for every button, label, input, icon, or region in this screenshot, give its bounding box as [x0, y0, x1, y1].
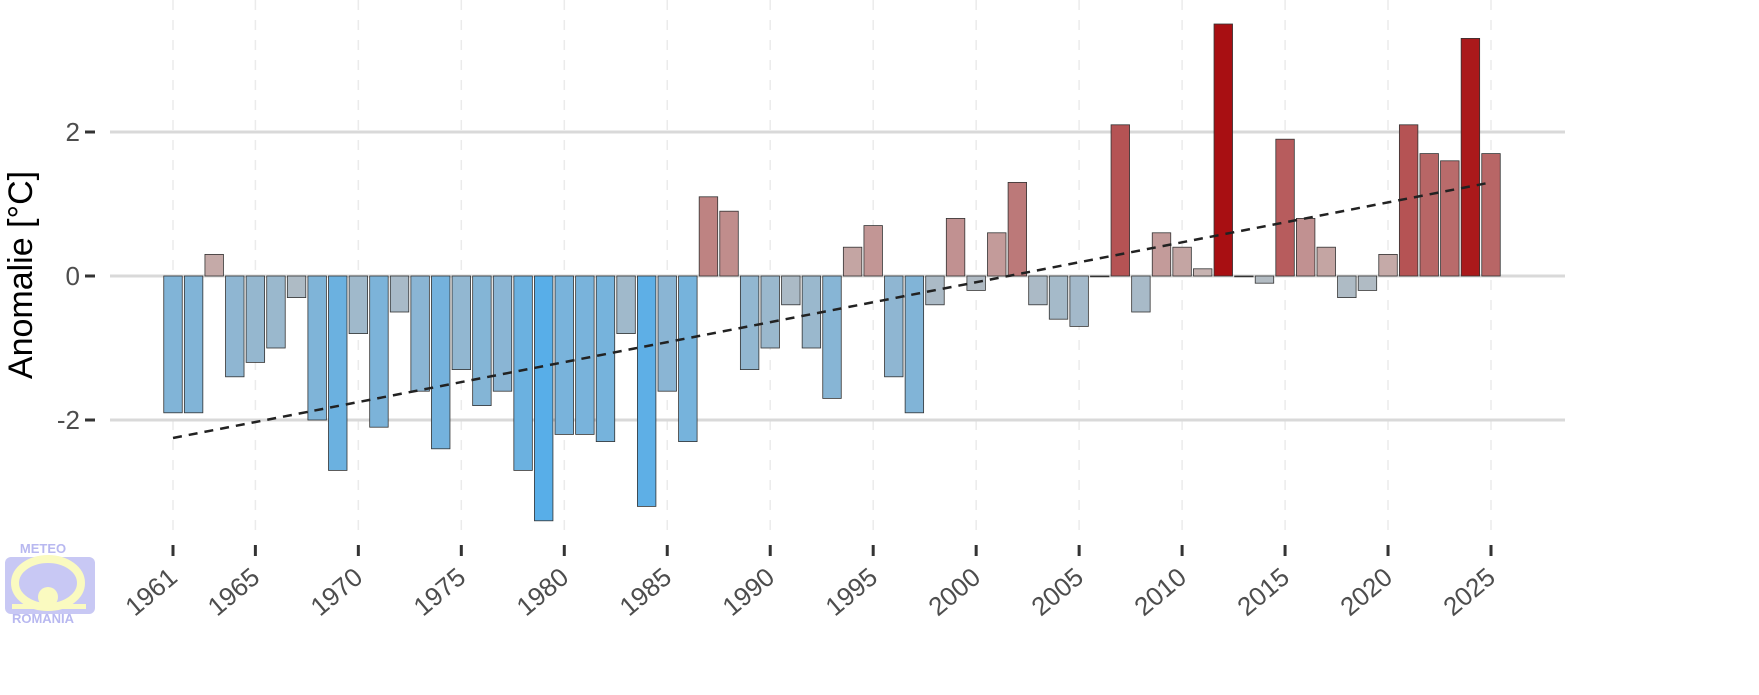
bar-1990 [760, 275, 780, 349]
x-tick-label: 2025 [1437, 562, 1501, 622]
bar-1972 [389, 275, 410, 313]
bar-1971 [369, 275, 389, 428]
bar-2004 [1048, 275, 1069, 320]
bar-2008 [1131, 275, 1151, 313]
x-tick-label: 2000 [922, 562, 986, 622]
y-axis-label: Anomalie [°C] [2, 171, 40, 379]
bar-2010 [1172, 246, 1192, 277]
x-tick-label: 2020 [1334, 562, 1398, 622]
bar-1995 [863, 225, 883, 277]
bar-1980 [554, 275, 574, 435]
x-tick-label: 1985 [614, 562, 678, 622]
bar-1985 [657, 275, 677, 392]
bars [163, 23, 1501, 522]
bar-1993 [822, 275, 842, 399]
bar-2018 [1337, 275, 1357, 299]
x-tick-label: 1995 [819, 562, 883, 622]
bar-1963 [204, 253, 224, 277]
bar-2001 [987, 232, 1007, 277]
logo-text-bottom: ROMANIA [12, 611, 75, 626]
y-tick-label: 2 [66, 117, 80, 147]
bar-2022 [1419, 153, 1439, 277]
y-axis-ticks: -2 0 2 [57, 117, 95, 435]
bar-1967 [286, 275, 307, 299]
y-tick-label: -2 [57, 405, 80, 435]
bar-1976 [472, 275, 492, 407]
x-tick-label: 2010 [1128, 562, 1192, 622]
bar-2015 [1275, 138, 1295, 277]
bar-2002 [1007, 181, 1027, 277]
bar-1999 [945, 217, 966, 277]
bar-1989 [739, 275, 760, 370]
x-tick-label: 1965 [202, 562, 266, 622]
bar-2005 [1069, 275, 1089, 327]
bar-2025 [1481, 153, 1501, 277]
x-tick-label: 1980 [511, 562, 575, 622]
bar-1979 [534, 275, 554, 522]
bar-1994 [842, 246, 863, 277]
bar-1982 [595, 275, 616, 443]
bar-1970 [348, 275, 368, 334]
bar-1977 [492, 275, 513, 392]
bar-1973 [410, 275, 430, 392]
bar-1978 [513, 275, 533, 471]
bar-1991 [781, 275, 801, 306]
bar-1988 [719, 210, 739, 277]
x-axis-ticks: 1961 1965 1970 1975 1980 1985 1990 1995 2000 2005… [119, 545, 1501, 622]
bar-2012 [1213, 23, 1233, 277]
bar-1984 [637, 275, 657, 507]
bar-1961 [163, 275, 183, 414]
bar-2014 [1254, 275, 1275, 284]
y-tick-label: 0 [66, 261, 80, 291]
bar-1987 [698, 196, 719, 277]
bar-1965 [245, 275, 266, 363]
bar-1981 [575, 275, 595, 435]
bar-1997 [904, 275, 925, 414]
x-tick-label: 1975 [408, 562, 472, 622]
bar-1968 [307, 275, 327, 421]
bar-2017 [1316, 246, 1336, 277]
bar-2024 [1460, 38, 1481, 277]
bar-2019 [1357, 275, 1378, 291]
bar-1962 [183, 275, 204, 414]
logo-text-top: METEO [20, 541, 66, 556]
bar-2020 [1378, 253, 1398, 277]
bar-1975 [451, 275, 471, 370]
bar-2009 [1151, 232, 1172, 277]
x-tick-label: 1990 [716, 562, 780, 622]
bar-2006 [1090, 275, 1110, 278]
bar-2011 [1193, 268, 1213, 277]
x-tick-label: 2015 [1231, 562, 1295, 622]
bar-1969 [328, 275, 348, 471]
x-tick-label: 1970 [305, 562, 369, 622]
bar-1983 [616, 275, 636, 334]
bar-2023 [1440, 160, 1460, 277]
bar-2007 [1110, 124, 1130, 277]
bar-2013 [1234, 275, 1254, 278]
meteo-romania-logo: METEO ROMANIA [5, 541, 95, 626]
bar-1974 [431, 275, 451, 450]
bar-2003 [1028, 275, 1048, 306]
bar-1964 [225, 275, 245, 378]
x-tick-label: 1961 [119, 562, 183, 622]
bar-1966 [266, 275, 286, 349]
bar-1996 [884, 275, 904, 378]
bar-2016 [1296, 217, 1316, 277]
bar-1986 [678, 275, 698, 443]
x-tick-label: 2005 [1025, 562, 1089, 622]
